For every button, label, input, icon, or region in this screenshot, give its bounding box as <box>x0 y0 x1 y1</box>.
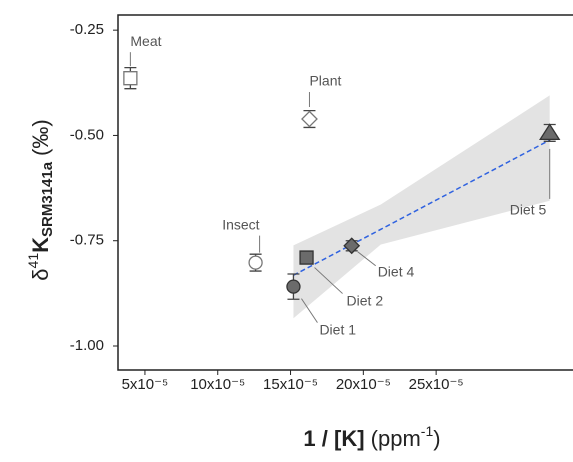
point <box>299 250 314 265</box>
x-label-text: (ppm <box>371 426 421 451</box>
leader-line <box>301 298 318 323</box>
x-axis-label: 1 / [K] (ppm-1) <box>303 423 440 451</box>
plot-area: -0.25 -0.50 -0.75 -1.00 5x10⁻⁵ 10x10⁻⁵ 15x10⁻⁵… <box>70 14 573 393</box>
point <box>123 71 138 86</box>
fit-line <box>293 139 551 276</box>
confidence-band <box>293 95 550 319</box>
y-label-sub: SRM3141a <box>39 161 56 237</box>
y-label-sup: 41 <box>25 253 41 269</box>
x-label-bold: 1 / [K] <box>303 426 364 451</box>
point <box>539 123 561 141</box>
point-label: Insect <box>222 216 259 232</box>
axis-frame <box>117 14 573 371</box>
x-tick-label: 15x10⁻⁵ <box>263 376 318 393</box>
point <box>343 237 361 255</box>
y-tick-label: -0.75 <box>70 232 104 249</box>
y-axis-label: δ41KSRM3141a (‰) <box>25 119 56 280</box>
leader-line <box>357 251 376 267</box>
x-tick-label: 20x10⁻⁵ <box>336 376 391 393</box>
point <box>301 110 318 128</box>
y-tick-label: -0.25 <box>70 21 104 38</box>
x-tick-label: 10x10⁻⁵ <box>190 376 245 393</box>
y-label-unit: (‰) <box>28 119 53 156</box>
point-label: Meat <box>130 33 161 49</box>
point-label: Diet 4 <box>378 263 415 279</box>
x-label-sup: -1 <box>421 423 434 439</box>
point-label: Diet 5 <box>510 202 547 218</box>
y-label-delta: δ <box>28 268 53 280</box>
x-label-close: ) <box>433 426 440 451</box>
point-label: Diet 1 <box>319 321 356 337</box>
point-label: Diet 2 <box>347 292 384 308</box>
point <box>248 255 263 270</box>
x-tick-label: 25x10⁻⁵ <box>409 376 464 393</box>
y-label-bold: K <box>28 237 53 253</box>
y-tick-label: -1.00 <box>70 337 104 354</box>
point-label: Plant <box>309 73 341 89</box>
y-tick-label: -0.50 <box>70 126 104 143</box>
point <box>286 279 301 294</box>
x-tick-label: 5x10⁻⁵ <box>122 376 169 393</box>
leader-line <box>314 267 343 294</box>
